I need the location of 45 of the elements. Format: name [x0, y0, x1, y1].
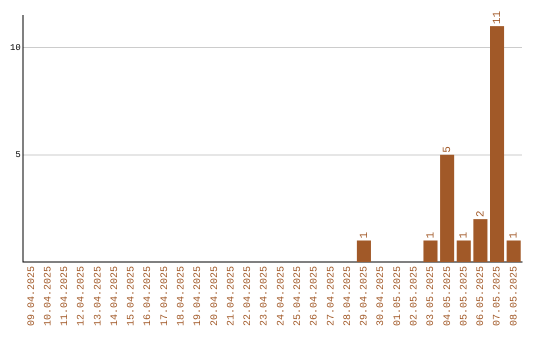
x-tick-label: 25.04.2025	[293, 266, 304, 326]
data-label: 5	[442, 146, 454, 153]
y-tick-label: 10	[10, 42, 21, 53]
x-tick-label: 26.04.2025	[310, 266, 321, 326]
x-tick-label: 21.04.2025	[226, 266, 238, 326]
x-tick-label: 13.04.2025	[93, 266, 104, 326]
x-tick-label: 09.04.2025	[26, 266, 38, 326]
x-tick-label: 18.04.2025	[176, 266, 188, 326]
data-label: 11	[492, 10, 504, 24]
x-tick-label: 16.04.2025	[143, 266, 154, 326]
x-tick-label: 10.04.2025	[43, 266, 54, 326]
bar	[456, 240, 471, 262]
bar	[440, 154, 454, 262]
x-tick-label: 01.05.2025	[392, 266, 404, 326]
bar	[490, 26, 504, 262]
x-tick-label: 15.04.2025	[126, 266, 138, 326]
x-tick-label: 22.04.2025	[243, 266, 254, 326]
x-tick-label: 24.04.2025	[276, 266, 288, 326]
x-tick-label: 03.05.2025	[426, 266, 438, 326]
data-label: 1	[458, 232, 471, 239]
x-tick-label: 12.04.2025	[76, 266, 88, 326]
x-tick-label: 04.05.2025	[442, 266, 454, 326]
x-tick-label: 17.04.2025	[160, 266, 171, 326]
bar	[473, 219, 488, 262]
bar	[356, 240, 371, 262]
data-label: 1	[508, 232, 521, 239]
x-tick-label: 06.05.2025	[476, 266, 488, 326]
x-tick-label: 19.04.2025	[193, 266, 204, 326]
x-tick-label: 08.05.2025	[509, 266, 520, 326]
x-tick-label: 29.04.2025	[360, 266, 371, 326]
x-tick-label: 11.04.2025	[60, 266, 72, 326]
x-tick-label: 30.04.2025	[376, 266, 388, 326]
x-tick-label: 20.04.2025	[210, 266, 221, 326]
x-tick-label: 07.05.2025	[492, 266, 504, 326]
x-tick-label: 27.04.2025	[326, 266, 338, 326]
x-tick-label: 02.05.2025	[409, 266, 420, 326]
data-label: 2	[475, 210, 488, 218]
x-tick-label: 14.04.2025	[110, 266, 121, 326]
bar	[423, 240, 438, 262]
x-tick-label: 05.05.2025	[459, 266, 470, 326]
data-label: 1	[358, 232, 371, 239]
x-tick-label: 28.04.2025	[342, 266, 354, 326]
data-label: 1	[425, 232, 438, 239]
bar	[506, 240, 521, 262]
x-tick-label: 23.04.2025	[260, 266, 271, 326]
